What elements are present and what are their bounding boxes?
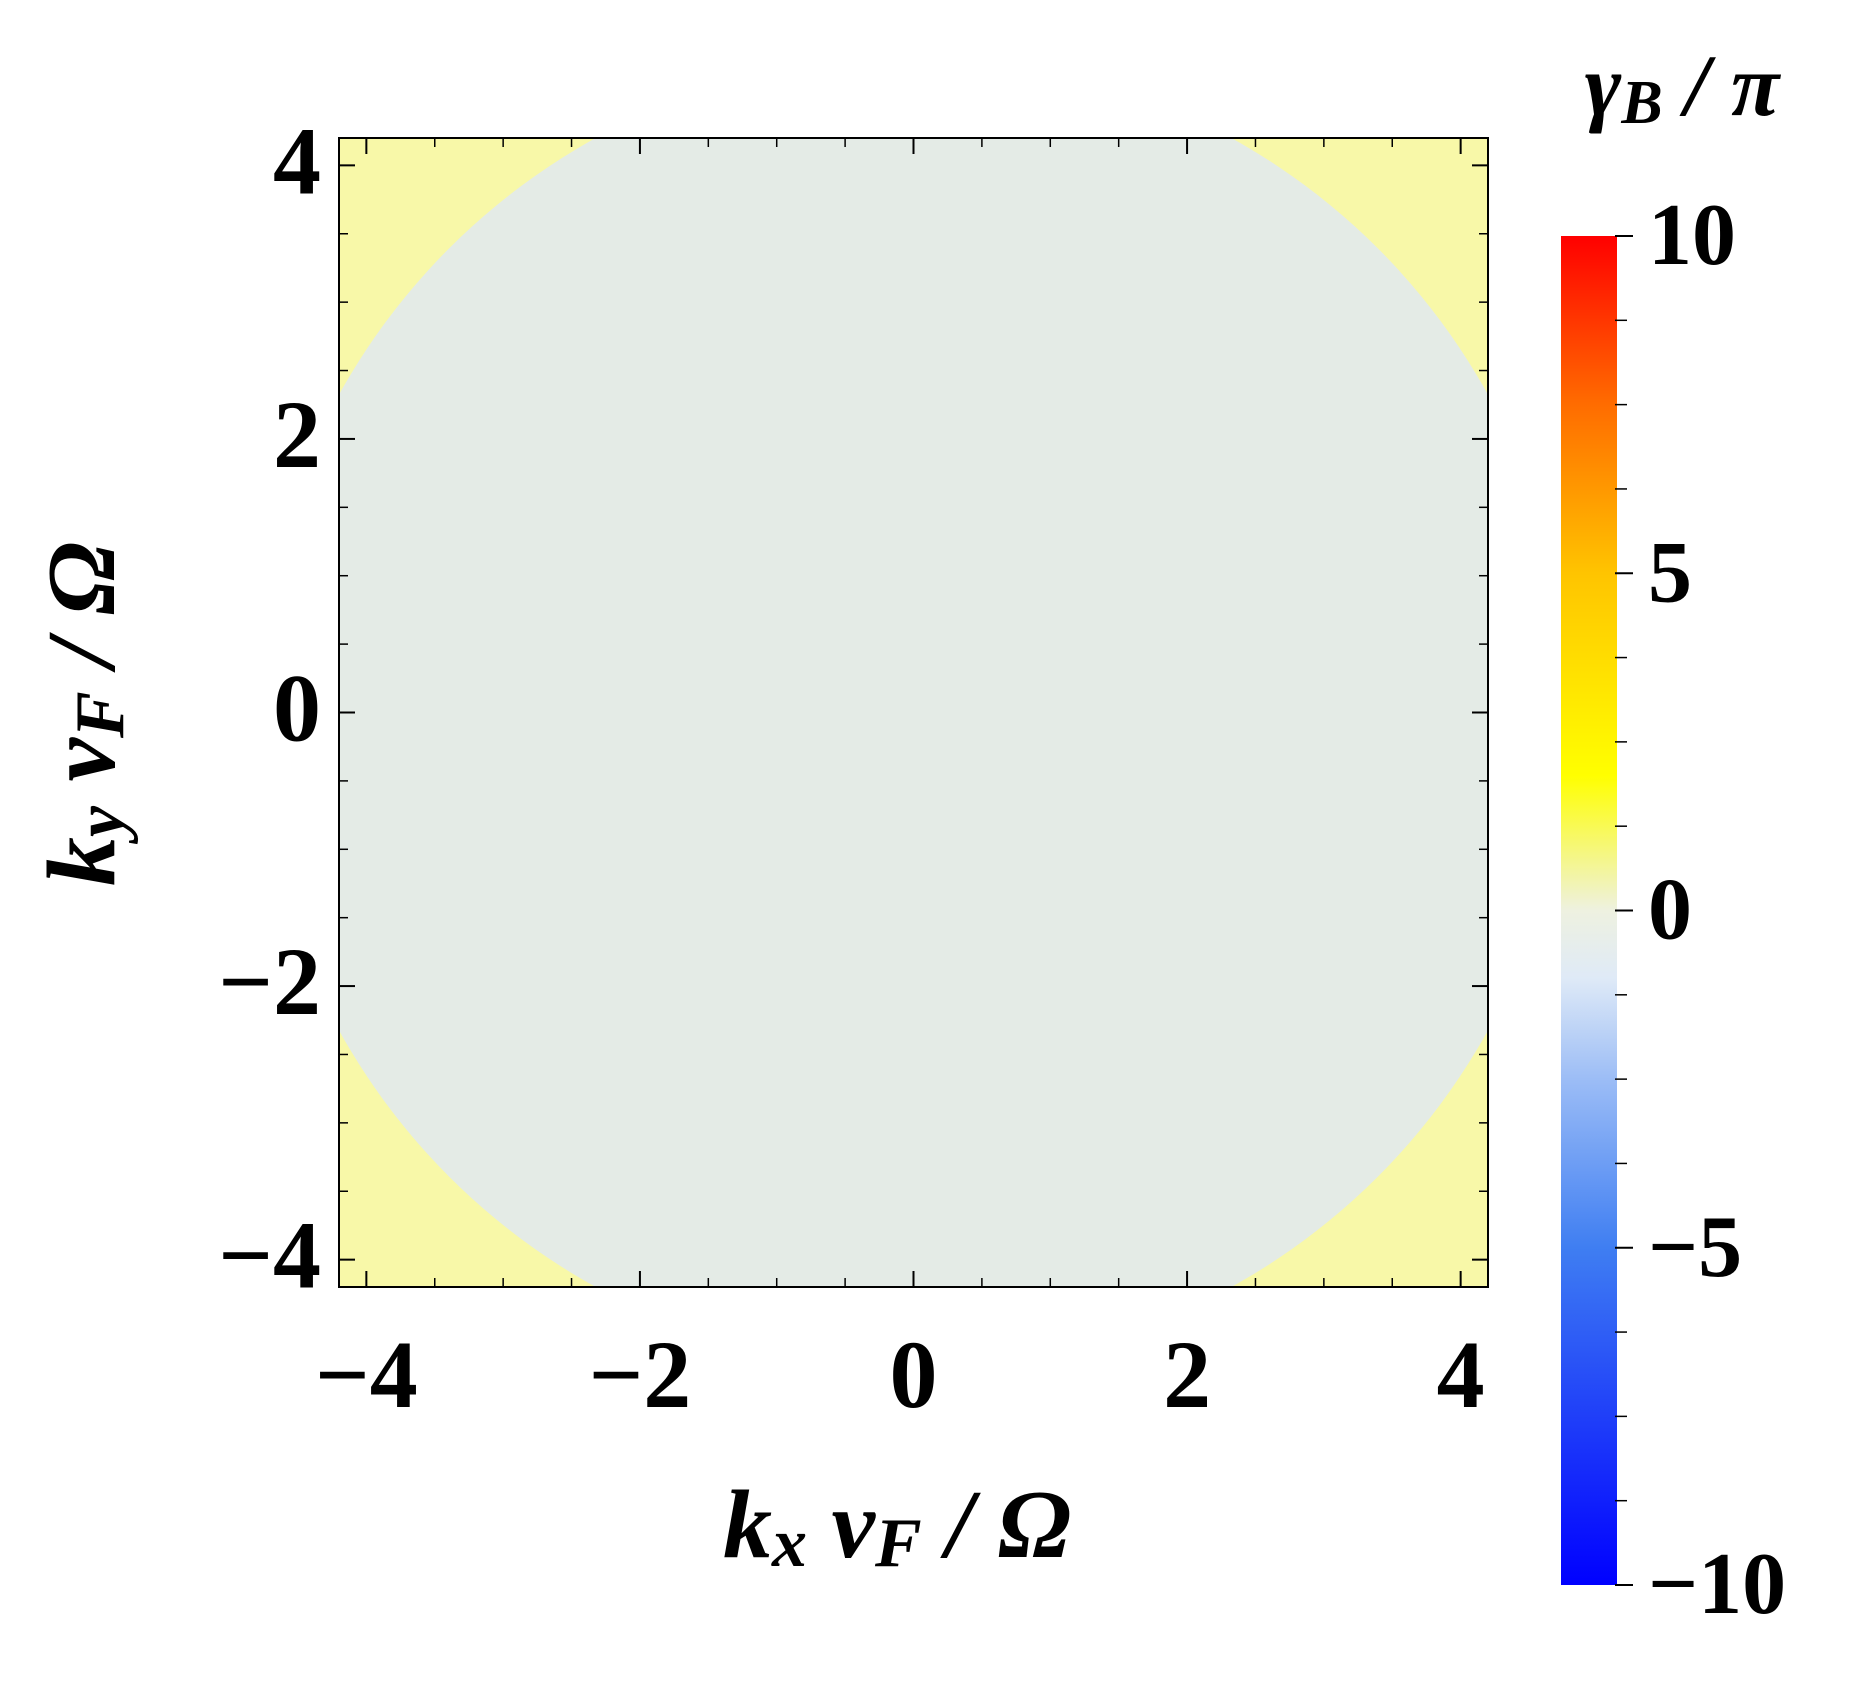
y-axis-label-part: / Ω bbox=[28, 542, 136, 691]
colorbar-tick-label: 0 bbox=[1648, 862, 1692, 959]
colorbar-title-sub: B bbox=[1620, 69, 1662, 137]
y-tick-label: −2 bbox=[218, 928, 321, 1035]
x-axis-label-sub: x bbox=[771, 1505, 807, 1582]
heatmap bbox=[339, 138, 1488, 1287]
x-axis-label: kx vF / Ω bbox=[723, 1471, 1071, 1582]
y-tick-label: −4 bbox=[218, 1202, 321, 1309]
y-tick-label: 2 bbox=[273, 381, 321, 488]
x-axis-label-part: / Ω bbox=[922, 1471, 1071, 1579]
x-tick-label: −4 bbox=[315, 1321, 418, 1428]
colorbar bbox=[1561, 236, 1617, 1585]
colorbar-title-part: γ bbox=[1585, 38, 1622, 135]
y-axis-label: ky vF / Ω bbox=[28, 542, 139, 886]
region bbox=[339, 138, 1488, 1287]
y-tick-label: 0 bbox=[273, 655, 321, 762]
y-axis-label-part: v bbox=[28, 736, 136, 806]
y-axis-label-part: k bbox=[28, 837, 136, 886]
x-axis-label-sub: F bbox=[874, 1505, 922, 1582]
x-tick-label: −2 bbox=[589, 1321, 692, 1428]
x-tick-label: 0 bbox=[890, 1321, 938, 1428]
x-axis-label-part: k bbox=[723, 1471, 772, 1579]
colorbar-tick-label: 5 bbox=[1648, 524, 1692, 621]
colorbar-tick-label: 10 bbox=[1648, 187, 1736, 284]
y-axis-label-sub: y bbox=[62, 805, 139, 844]
x-tick-label: 2 bbox=[1163, 1321, 1211, 1428]
x-axis-label-part: v bbox=[807, 1471, 877, 1579]
y-axis-label-sub: F bbox=[62, 691, 139, 739]
colorbar-tick-label: −10 bbox=[1648, 1536, 1786, 1633]
y-tick-label: 4 bbox=[273, 107, 321, 214]
colorbar-tick-label: −5 bbox=[1648, 1199, 1742, 1296]
x-tick-label: 4 bbox=[1437, 1321, 1485, 1428]
colorbar-title-part: / π bbox=[1663, 38, 1781, 135]
colorbar-title: γB / π bbox=[1585, 38, 1781, 137]
